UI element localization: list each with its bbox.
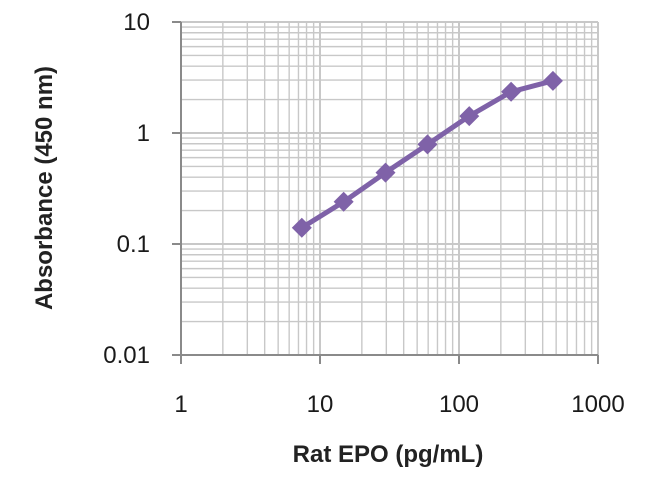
axes bbox=[172, 21, 599, 364]
y-tick-label: 1 bbox=[137, 120, 150, 147]
data-point-marker bbox=[501, 81, 522, 102]
data-point-marker bbox=[375, 162, 396, 183]
y-tick-label: 0.1 bbox=[117, 231, 150, 258]
tick-labels: 0.01 0.1 1 10 1 10 100 1000 bbox=[103, 9, 624, 418]
data-point-marker bbox=[417, 134, 438, 155]
data-point-marker bbox=[459, 106, 480, 127]
data-series bbox=[291, 70, 563, 238]
data-point-marker bbox=[291, 217, 312, 238]
x-tick-label: 10 bbox=[307, 391, 334, 418]
grid-lines bbox=[180, 21, 599, 356]
y-tick-label: 10 bbox=[123, 9, 150, 36]
data-point-marker bbox=[542, 70, 563, 91]
x-tick-label: 1000 bbox=[571, 391, 624, 418]
y-axis-title: Absorbance (450 nm) bbox=[31, 66, 58, 310]
x-axis-title: Rat EPO (pg/mL) bbox=[293, 441, 484, 468]
x-tick-label: 1 bbox=[174, 391, 187, 418]
y-tick-label: 0.01 bbox=[103, 342, 150, 369]
x-tick-label: 100 bbox=[439, 391, 479, 418]
data-point-marker bbox=[333, 191, 354, 212]
